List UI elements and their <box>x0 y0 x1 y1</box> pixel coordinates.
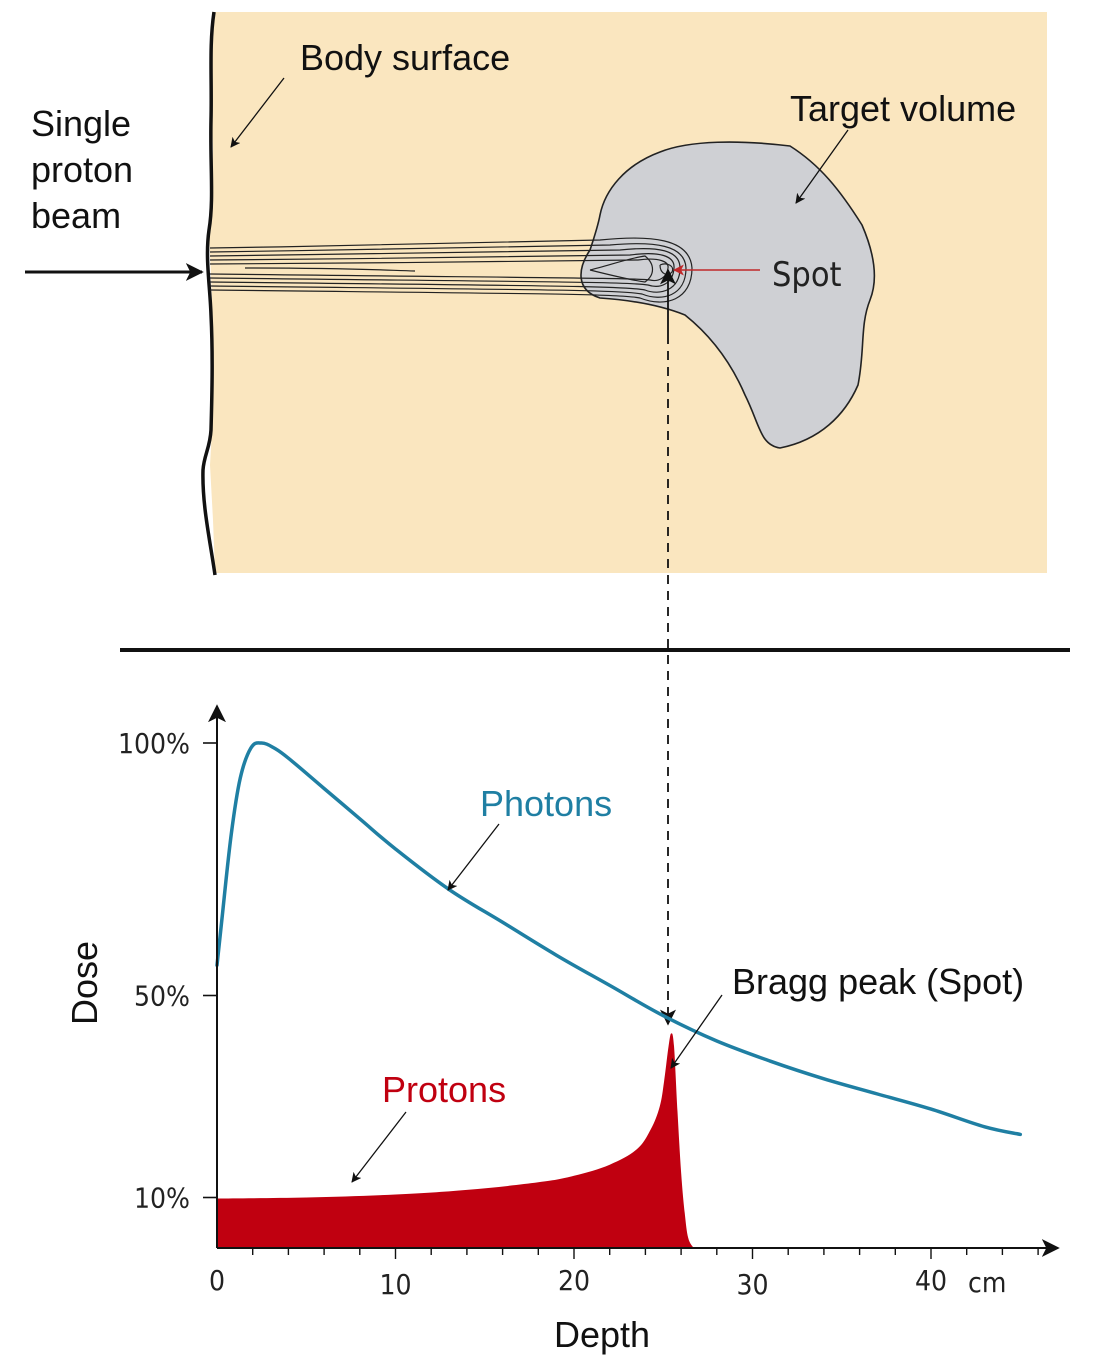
body-surface-pointer <box>230 77 285 148</box>
target-volume-label: Target volume <box>790 88 1016 129</box>
body-surface-label: Body surface <box>300 37 510 78</box>
x-tick-label-20: 20 <box>558 1264 590 1297</box>
axis-title-y: Dose <box>64 941 105 1025</box>
top-panel: Single proton beam Body surface Target v… <box>25 11 1047 576</box>
y-tick-label-10: 10% <box>134 1182 190 1215</box>
beam-label-line-3: beam <box>31 195 121 236</box>
y-tick-label-50: 50% <box>134 980 190 1013</box>
series-photons-line <box>215 741 1023 1137</box>
x-tick-label-0: 0 <box>209 1264 225 1297</box>
photons-pointer <box>447 823 500 891</box>
body-surface-edge <box>201 11 217 576</box>
annotation-protons: Protons <box>382 1069 506 1110</box>
series-protons-area <box>217 1033 694 1248</box>
axis-title-x: Depth <box>554 1314 650 1355</box>
beam-label: Single proton beam <box>31 103 143 236</box>
x-tick-label-40: 40 <box>915 1264 947 1297</box>
target-volume-shape <box>580 141 876 449</box>
annotation-bragg-peak: Bragg peak (Spot) <box>732 961 1024 1002</box>
y-tick-label-100: 100% <box>118 727 190 760</box>
spot-label: Spot <box>772 255 842 295</box>
beam-label-line-1: Single <box>31 103 131 144</box>
beam-label-line-2: proton <box>31 149 133 190</box>
annotation-photons: Photons <box>480 783 612 824</box>
target-volume-pointer <box>795 129 849 204</box>
x-tick-label-30: 30 <box>736 1268 768 1301</box>
axes: 0 10 20 30 40 10% 50% 100% <box>118 704 1060 1301</box>
x-unit-label: cm <box>968 1266 1006 1299</box>
depth-dose-chart: 0 10 20 30 40 10% 50% 100% Depth Dose cm Photon… <box>64 704 1060 1355</box>
x-tick-label-10: 10 <box>379 1268 411 1301</box>
protons-pointer <box>351 1111 407 1183</box>
bragg-peak-pointer <box>670 994 723 1069</box>
